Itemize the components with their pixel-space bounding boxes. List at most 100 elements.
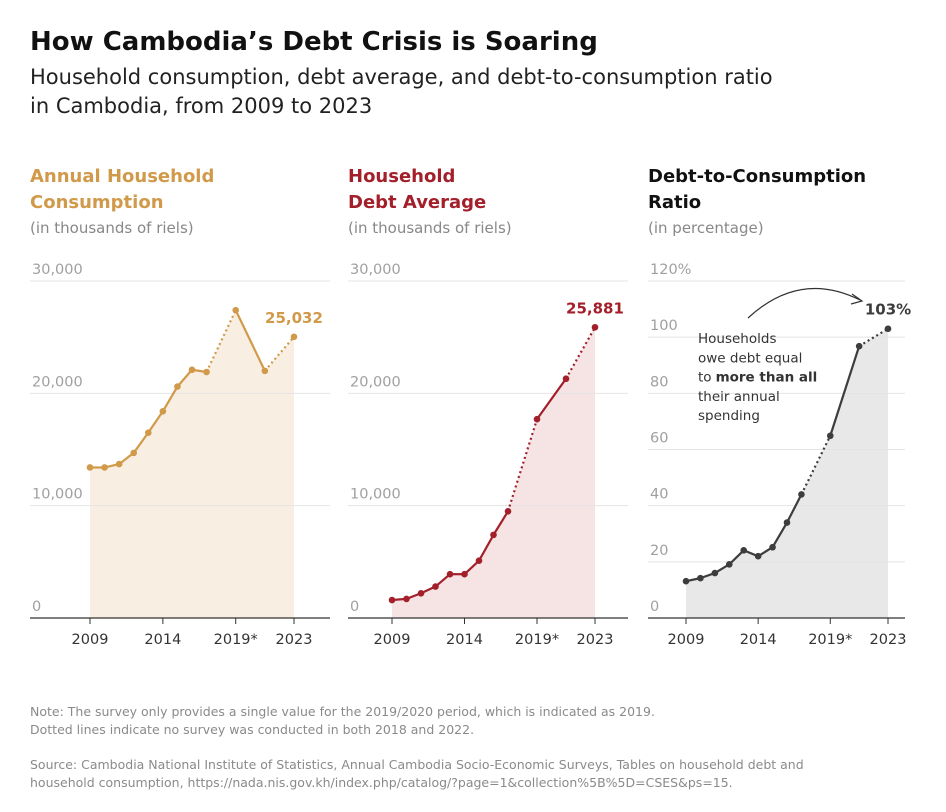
point <box>290 333 298 341</box>
point <box>461 570 468 578</box>
line-segment <box>536 378 567 420</box>
x-tick-label: 2023 <box>870 632 907 648</box>
annotation: to more than all <box>698 370 817 386</box>
point <box>203 368 210 376</box>
point <box>432 583 439 590</box>
y-tick-label: 20,000 <box>350 374 401 390</box>
point <box>562 375 570 383</box>
value-label: 25,032 <box>265 309 323 327</box>
point <box>446 570 454 578</box>
line-segment <box>205 309 237 373</box>
panel-title: Household <box>348 166 455 187</box>
point <box>261 367 269 375</box>
x-tick-label: 2009 <box>72 632 109 648</box>
source: household consumption, https://nada.nis.… <box>30 775 733 790</box>
x-tick-label: 2023 <box>276 632 313 648</box>
y-tick-label: 30,000 <box>32 262 83 278</box>
point <box>697 574 704 582</box>
point <box>115 460 123 468</box>
point <box>740 547 748 554</box>
annotation-arrowhead <box>850 293 864 305</box>
line-segment <box>829 345 861 437</box>
point <box>174 383 181 390</box>
point <box>490 531 497 539</box>
annotation-text: owe debt equal <box>698 350 802 366</box>
line-segment <box>234 309 266 372</box>
x-tick-label: 2014 <box>740 632 777 648</box>
x-tick-label: 2023 <box>577 632 614 648</box>
value-label: 103% <box>865 301 911 319</box>
line-segment <box>728 549 745 566</box>
point <box>855 342 863 350</box>
y-tick-label: 0 <box>32 599 41 615</box>
point <box>417 589 425 597</box>
point <box>101 464 108 471</box>
y-tick-label: 20 <box>650 543 668 559</box>
line-segment <box>771 521 788 548</box>
y-tick-label: 10,000 <box>350 487 401 503</box>
point <box>591 323 599 331</box>
point <box>188 366 196 374</box>
y-tick-label: 20,000 <box>32 374 83 390</box>
y-tick-label: 0 <box>350 599 359 615</box>
point <box>159 408 167 415</box>
annotation-text: spending <box>698 408 760 424</box>
annotation-emphasis: more than all <box>716 370 818 386</box>
point <box>130 449 138 457</box>
panel-title: Ratio <box>648 192 701 213</box>
line-segment <box>492 510 509 536</box>
y-tick-label: 100 <box>650 318 678 334</box>
area <box>392 327 595 618</box>
line-segment <box>800 435 832 495</box>
note: Dotted lines indicate no survey was cond… <box>30 722 474 737</box>
y-tick-label: 60 <box>650 431 668 447</box>
y-tick-label: 80 <box>650 374 668 390</box>
y-tick-label: 10,000 <box>32 487 83 503</box>
point <box>783 519 791 526</box>
panel-unit: (in thousands of riels) <box>348 219 512 237</box>
y-tick-label: 30,000 <box>350 262 401 278</box>
value-label: 25,881 <box>566 299 624 317</box>
annotation: Households <box>698 331 776 347</box>
point <box>475 557 483 565</box>
line-segment <box>176 369 193 388</box>
x-tick-label: 2014 <box>446 632 483 648</box>
x-tick-label: 2019* <box>515 632 559 648</box>
line-segment <box>786 493 803 524</box>
x-tick-label: 2019* <box>808 632 852 648</box>
x-tick-label: 2009 <box>668 632 705 648</box>
point <box>403 595 410 603</box>
annotation-text: their annual <box>698 389 780 405</box>
line-segment <box>858 327 889 348</box>
annotation-text: to <box>698 370 712 386</box>
point <box>711 569 719 577</box>
area <box>90 310 294 618</box>
line-segment <box>506 418 539 512</box>
x-tick-label: 2009 <box>374 632 411 648</box>
line-segment <box>478 534 495 562</box>
area <box>686 328 888 618</box>
point <box>232 306 240 314</box>
point <box>533 415 541 423</box>
point <box>86 464 94 471</box>
point <box>769 543 776 551</box>
panel-unit: (in thousands of riels) <box>30 219 194 237</box>
panel-title: Debt-to-Consumption <box>648 166 866 187</box>
note: Note: The survey only provides a single … <box>30 704 655 719</box>
panel-title: Annual Household <box>30 166 214 187</box>
page-subtitle: Household consumption, debt average, and… <box>30 65 773 89</box>
annotation: their annual <box>698 389 780 405</box>
point <box>754 552 762 560</box>
point <box>725 561 733 568</box>
annotation-arrow <box>747 287 861 319</box>
line-segment <box>147 410 164 434</box>
point <box>826 432 834 440</box>
point <box>798 491 805 498</box>
x-tick-label: 2019* <box>214 632 258 648</box>
line-segment <box>132 432 150 454</box>
y-tick-label: 120% <box>650 262 691 278</box>
y-tick-label: 0 <box>650 599 659 615</box>
line-segment <box>161 386 179 412</box>
